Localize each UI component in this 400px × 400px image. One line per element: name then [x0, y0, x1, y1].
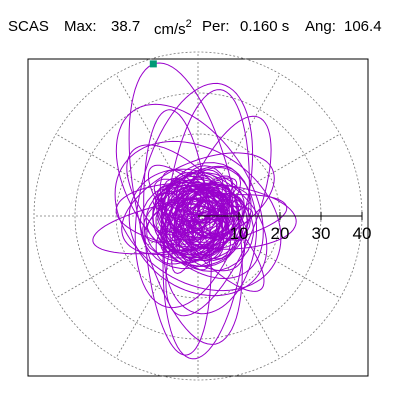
max-value: 38.7: [111, 18, 141, 35]
orbit-core-loop: [160, 177, 205, 253]
radial-axis: 10 20 30 40: [198, 212, 371, 243]
max-label: Max:: [64, 18, 97, 35]
grid-spoke: [115, 215, 199, 359]
orbit-core-loop: [181, 184, 224, 257]
orbit-core-loop: [142, 184, 243, 259]
peak-marker: [149, 60, 157, 68]
orbit-core-loop: [175, 188, 199, 246]
orbit-core-loop: [165, 181, 231, 254]
orbit-trace: [92, 62, 297, 360]
orbit-core-loop: [158, 190, 242, 216]
radial-tick-label: 30: [312, 224, 331, 243]
orbit-core-loop: [152, 175, 235, 259]
peak-marker-layer: [149, 60, 157, 68]
grid-spoke: [115, 73, 199, 217]
grid-spoke: [55, 215, 199, 299]
radial-tick-label: 40: [353, 224, 372, 243]
max-unit-exponent: 2: [185, 18, 192, 30]
grid-spoke: [197, 215, 341, 299]
orbit-loop: [115, 103, 264, 280]
orbit-core-loop: [139, 181, 230, 270]
orbit-core-loop: [159, 186, 248, 267]
orbit-core-loop: [169, 191, 254, 272]
orbit-loop: [128, 168, 268, 297]
orbit-core-loop: [189, 189, 234, 235]
orbit-core-loop: [153, 178, 211, 224]
ang-label: Ang:: [305, 18, 336, 35]
orbit-loop: [114, 140, 282, 292]
orbit-loop: [134, 82, 254, 309]
orbit-loop: [128, 62, 243, 345]
max-unit: cm/s2: [154, 18, 192, 38]
orbit-core-loop: [186, 187, 230, 237]
radial-tick-label: 10: [230, 224, 249, 243]
orbit-core-loop: [165, 213, 220, 250]
orbit-core-loop: [168, 183, 251, 217]
orbit-loop: [147, 164, 265, 292]
orbit-core-loop: [174, 209, 215, 254]
per-label: Per:: [202, 18, 230, 35]
orbit-core-loop: [175, 199, 229, 259]
title-bar: SCAS Max: 38.7 cm/s2 Per: 0.160 s Ang: 1…: [0, 18, 400, 40]
station-code: SCAS: [8, 18, 49, 35]
grid-spoke: [197, 73, 281, 217]
ang-value: 106.4: [344, 18, 382, 35]
orbit-core-loop: [180, 205, 220, 246]
orbit-core-loop: [155, 197, 237, 262]
radial-tick-label: 20: [271, 224, 290, 243]
per-value: 0.160 s: [240, 18, 290, 35]
